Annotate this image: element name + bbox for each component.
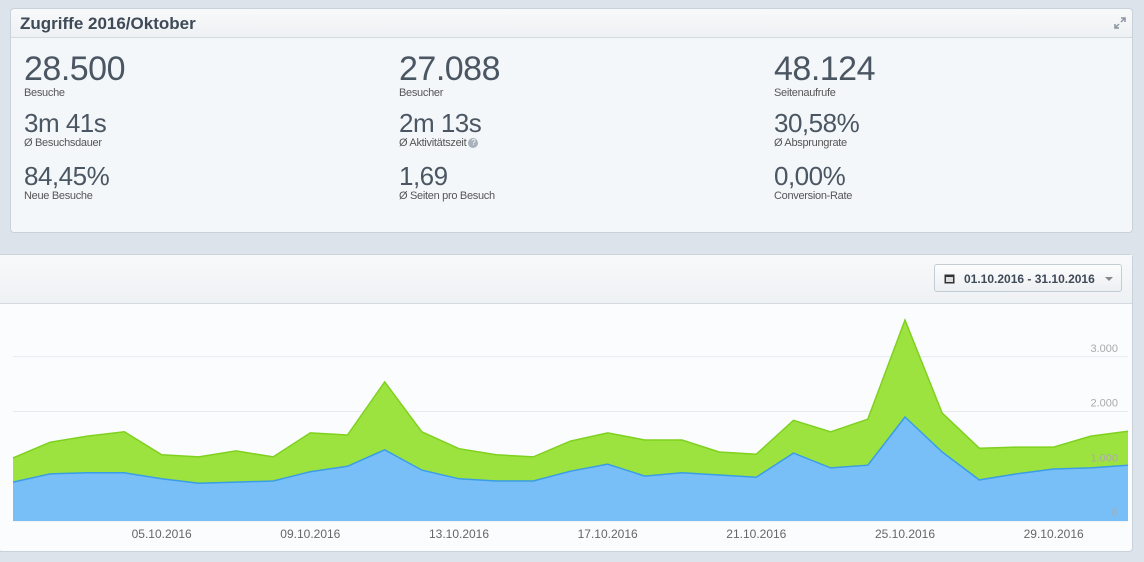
y-tick-label: 1.000 — [1090, 452, 1118, 464]
calendar-icon — [944, 274, 955, 284]
stat-label: Ø Besuchsdauer — [24, 137, 102, 149]
caret — [1105, 277, 1113, 281]
panel-header: Zugriffe 2016/Oktober — [11, 9, 1132, 38]
stat: 27.088 Besucher — [399, 50, 501, 99]
stat: 3m 41s Ø Besuchsdauer — [24, 108, 107, 149]
expand-icon[interactable] — [1114, 17, 1126, 29]
stat-value: 30,58% — [774, 108, 860, 138]
x-tick-label: 05.10.2016 — [132, 527, 192, 541]
stat-value: 3m 41s — [24, 108, 107, 138]
stat-label: Neue Besuche — [24, 190, 93, 202]
date-range: 01.10.2016 - 31.10.2016 — [964, 272, 1095, 286]
stat-label: Besucher — [399, 87, 444, 99]
stats-panel: Zugriffe 2016/Oktober 28.500 Besuche 27.08… — [10, 8, 1133, 233]
x-tick-label: 29.10.2016 — [1024, 527, 1084, 541]
stat-label: Ø Aktivitätszeit — [399, 137, 467, 149]
area-fill — [13, 417, 1128, 521]
x-tick-label: 13.10.2016 — [429, 527, 489, 541]
stat-value: 2m 13s — [399, 108, 482, 138]
stat-label: Ø Seiten pro Besuch — [399, 190, 495, 202]
chart-header: 01.10.2016 - 31.10.2016 — [0, 255, 1132, 304]
y-tick-label: 3.000 — [1090, 343, 1118, 355]
stat-value: 0,00% — [774, 161, 846, 191]
stat: 30,58% Ø Absprungrate — [774, 108, 860, 149]
stat: 48.124 Seitenaufrufe — [774, 50, 876, 99]
stat-label: Ø Absprungrate — [774, 137, 847, 149]
x-tick-label: 25.10.2016 — [875, 527, 935, 541]
help-icon[interactable]: ? — [468, 138, 479, 149]
x-tick-label: 17.10.2016 — [578, 527, 638, 541]
date-range-button[interactable]: 01.10.2016 - 31.10.2016 — [934, 264, 1122, 292]
stat-value: 1,69 — [399, 161, 448, 191]
stat-value: 27.088 — [399, 50, 501, 88]
y-tick-label: 0 — [1112, 507, 1118, 519]
panel-title: Zugriffe 2016/Oktober — [20, 14, 196, 33]
stat: 1,69 Ø Seiten pro Besuch — [399, 163, 495, 202]
area-line — [12, 318, 1129, 459]
stat-label: Seitenaufrufe — [774, 87, 836, 99]
stat-value: 48.124 — [774, 50, 876, 88]
y-tick-label: 2.000 — [1090, 398, 1118, 410]
x-tick-label: 21.10.2016 — [726, 527, 786, 541]
stat-label: Conversion-Rate — [774, 190, 853, 202]
stat: 2m 13s Ø Aktivitätszeit? — [399, 108, 482, 149]
stat: 84,45% Neue Besuche — [24, 161, 110, 202]
stat: 28.500 Besuche — [24, 50, 126, 99]
x-tick-label: 09.10.2016 — [280, 527, 340, 541]
stat-value: 84,45% — [24, 161, 110, 191]
stat-value: 28.500 — [24, 50, 126, 88]
area-line — [12, 415, 1129, 484]
stat-label: Besuche — [24, 87, 65, 99]
stat: 0,00% Conversion-Rate — [774, 163, 852, 202]
